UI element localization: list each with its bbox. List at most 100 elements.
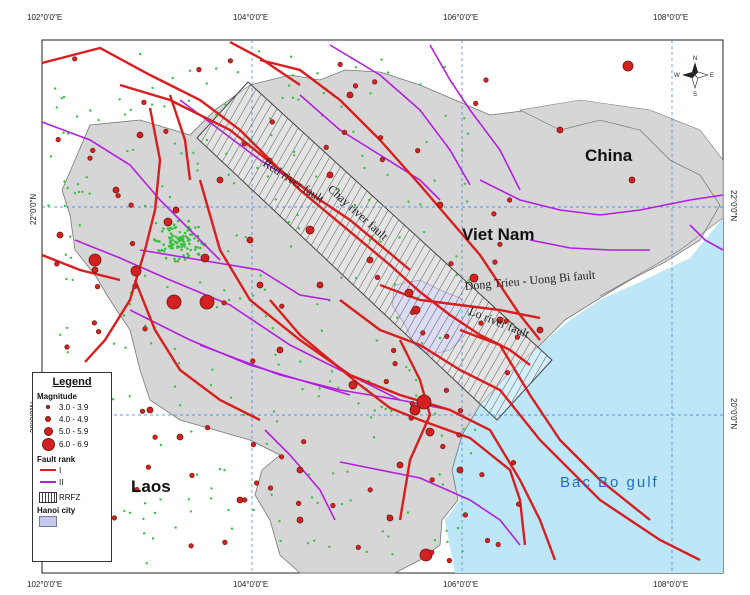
small-quake-dot — [238, 297, 242, 300]
small-quake-dot — [310, 496, 314, 499]
small-quake-dot — [387, 535, 390, 538]
small-quake-dot — [196, 169, 199, 172]
legend-mag-label-3: 5.0 - 5.9 — [59, 426, 89, 436]
small-quake-dot — [111, 398, 115, 401]
small-quake-dot — [170, 227, 174, 231]
small-quake-dot — [128, 303, 132, 306]
small-quake-dot — [174, 526, 177, 529]
small-quake-dot — [277, 363, 280, 366]
south-letter: S — [693, 92, 697, 98]
small-quake-dot — [340, 502, 344, 506]
large-quake-dot — [279, 303, 285, 309]
small-quake-dot — [144, 204, 147, 208]
large-quake-dot — [301, 439, 307, 445]
hanoi-swatch-icon — [39, 515, 57, 527]
small-quake-dot — [53, 87, 57, 90]
small-quake-dot — [396, 316, 399, 319]
small-quake-dot — [66, 186, 69, 190]
large-quake-dot — [94, 284, 101, 290]
large-quake-dot — [367, 487, 373, 493]
small-quake-dot — [88, 192, 92, 195]
top-tick-3: 106°0'0"E — [443, 13, 478, 22]
small-quake-dot — [469, 452, 473, 455]
small-quake-dot — [49, 155, 53, 158]
small-quake-dot — [433, 179, 436, 182]
large-quake-dot — [91, 320, 97, 326]
small-quake-dot — [73, 192, 77, 195]
small-quake-dot — [176, 219, 180, 223]
large-quake-dot — [196, 66, 202, 73]
large-quake-dot — [55, 137, 61, 143]
small-quake-dot — [66, 326, 69, 330]
large-quake-dot — [409, 401, 415, 407]
small-quake-dot — [170, 236, 173, 239]
large-quake-dot — [492, 259, 498, 265]
small-quake-dot — [196, 162, 199, 165]
small-quake-dot — [463, 117, 466, 120]
faults-rank-II — [41, 44, 724, 546]
small-quake-dot — [187, 219, 190, 223]
small-quake-dot — [179, 404, 182, 407]
small-quake-dot — [259, 274, 262, 277]
small-quake-dot — [274, 353, 277, 356]
small-quake-dot — [349, 499, 352, 502]
large-quake-dot — [383, 378, 389, 385]
small-quake-dot — [169, 232, 173, 235]
fault-II-11 — [689, 224, 724, 251]
small-quake-dot — [62, 95, 66, 99]
legend-mag-row-2: 4.0 - 4.9 — [37, 413, 107, 425]
large-quake-dot — [429, 549, 435, 556]
large-quake-dot — [296, 516, 304, 524]
small-quake-dot — [445, 529, 448, 532]
small-quake-dot — [159, 498, 162, 501]
fault-rank-I-line-icon — [40, 469, 56, 471]
large-quake-dot — [236, 496, 244, 504]
large-quake-dot — [199, 294, 215, 310]
large-quake-dot — [128, 202, 134, 208]
china-label: China — [585, 146, 633, 165]
small-quake-dot — [210, 487, 213, 490]
fault-I-4 — [229, 40, 301, 86]
large-quake-dot — [172, 206, 180, 214]
small-quake-dot — [291, 96, 295, 99]
large-quake-dot — [296, 500, 302, 507]
small-quake-dot — [160, 248, 164, 252]
large-quake-dot — [378, 135, 384, 141]
small-quake-dot — [252, 294, 255, 297]
small-quake-dot — [189, 248, 192, 252]
small-quake-dot — [292, 154, 296, 157]
small-quake-dot — [167, 236, 171, 240]
large-quake-dot — [392, 361, 398, 367]
small-quake-dot — [308, 473, 311, 476]
large-quake-dot — [429, 477, 435, 483]
small-quake-dot — [126, 149, 129, 153]
gulf-label: Bac Bo gulf — [560, 474, 659, 491]
small-quake-dot — [256, 166, 259, 170]
small-quake-dot — [227, 508, 230, 512]
small-quake-dot — [455, 255, 458, 258]
small-quake-dot — [407, 200, 410, 203]
large-quake-dot — [145, 464, 151, 470]
fault-rank-II-line-icon — [40, 481, 56, 483]
small-quake-dot — [270, 134, 273, 137]
small-quake-dot — [171, 246, 174, 250]
small-quake-dot — [177, 362, 181, 365]
small-quake-dot — [124, 346, 127, 349]
small-quake-dot — [421, 342, 424, 345]
large-quake-dot — [478, 320, 484, 326]
large-quake-dot — [346, 91, 354, 99]
small-quake-dot — [178, 231, 181, 234]
small-quake-dot — [215, 306, 219, 309]
small-quake-dot — [186, 252, 189, 256]
small-quake-dot — [297, 98, 300, 101]
large-quake-dot — [469, 273, 479, 283]
large-quake-dot — [510, 460, 517, 466]
small-quake-dot — [196, 239, 200, 243]
small-quake-dot — [158, 240, 161, 243]
large-quake-dot — [189, 472, 195, 479]
small-quake-dot — [328, 545, 331, 548]
small-quake-dot — [186, 247, 189, 250]
small-quake-dot — [183, 245, 186, 248]
small-quake-dot — [223, 468, 226, 472]
small-quake-dot — [168, 241, 172, 244]
